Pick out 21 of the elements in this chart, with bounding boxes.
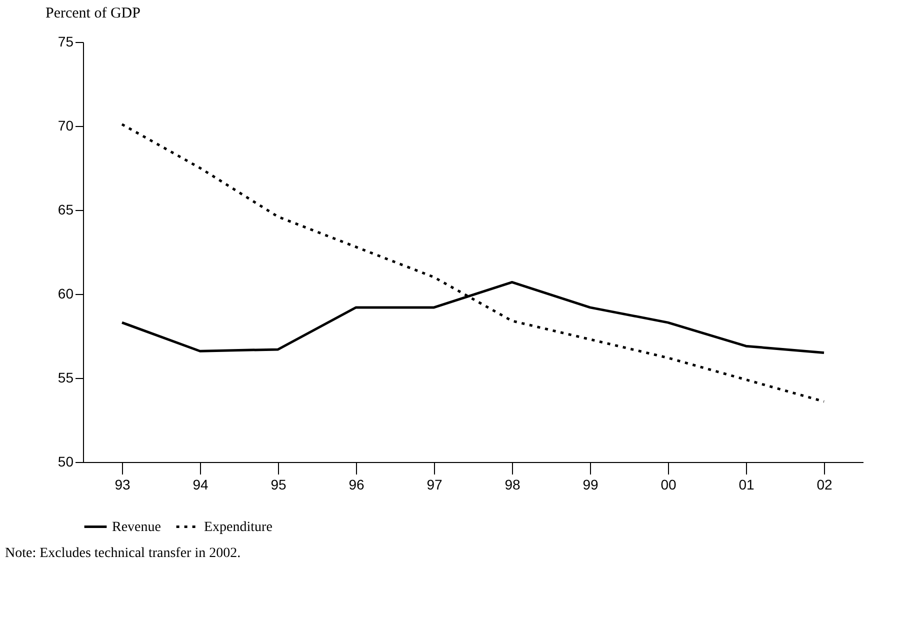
x-tick-label: 98 [504,476,520,492]
legend-label: Expenditure [204,520,272,535]
x-tick-label: 97 [426,476,442,492]
x-tick-label: 99 [582,476,598,492]
x-tick-label: 96 [348,476,364,492]
legend-label: Revenue [112,520,161,535]
line-series [120,123,826,403]
x-tick-label: 02 [816,476,832,492]
y-tick-label: 50 [58,454,74,470]
x-tick-label: 95 [270,476,286,492]
text: Note: Excludes technical transfer in 2002. [5,546,241,561]
y-axis-title: Percent of GDP [46,6,140,22]
y-tick-label: 60 [58,286,74,302]
y-tick-label: 55 [58,370,74,386]
x-tick-label: 01 [738,476,754,492]
y-tick-label: 65 [58,202,74,218]
y-tick-label: 70 [58,118,74,134]
x-tick-label: 00 [660,476,676,492]
x-tick-label: 94 [192,476,208,492]
y-tick-label: 75 [58,34,74,50]
x-tick-label: 93 [114,476,130,492]
